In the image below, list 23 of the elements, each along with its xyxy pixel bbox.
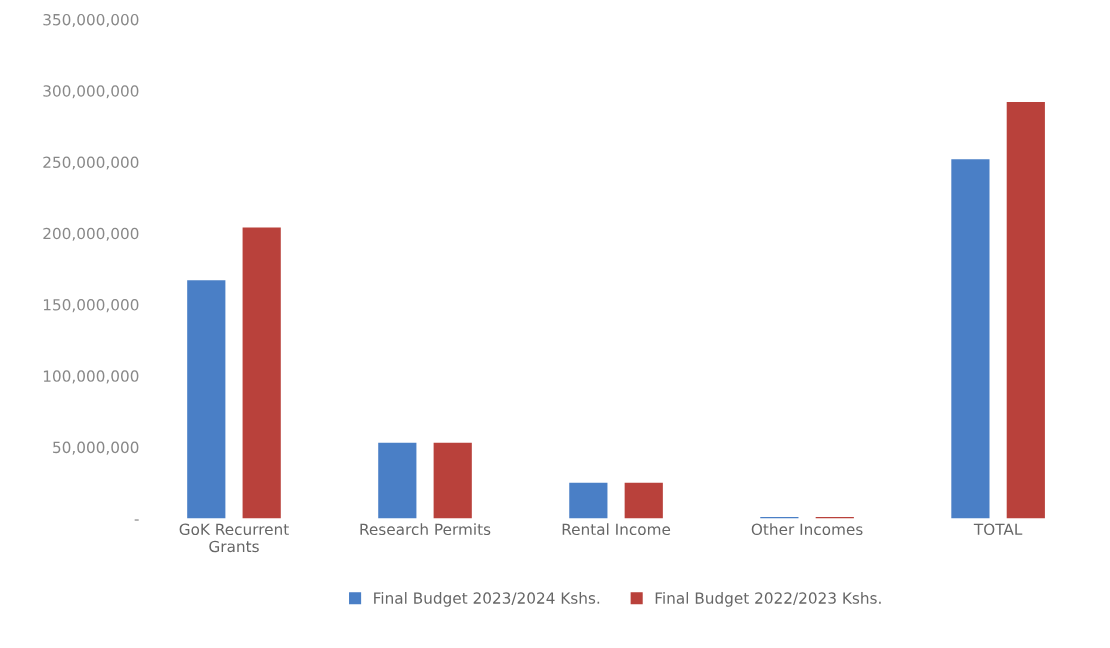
bar xyxy=(378,442,417,519)
x-tick-label: Rental Income xyxy=(562,523,671,536)
bar xyxy=(951,159,990,519)
bar xyxy=(624,482,663,519)
bar xyxy=(569,482,608,519)
x-tick-label: Research Permits xyxy=(360,523,491,536)
y-tick-label: 200,000,000 xyxy=(43,227,139,241)
bar xyxy=(433,442,472,519)
y-tick-label: 350,000,000 xyxy=(43,13,139,28)
y-tick-label: 100,000,000 xyxy=(43,370,139,384)
legend-label: Final Budget 2023/2024 Kshs. xyxy=(374,592,600,607)
x-tick-label: TOTAL xyxy=(973,523,1023,536)
bar xyxy=(242,227,281,519)
legend-label: Final Budget 2022/2023 Kshs. xyxy=(655,592,881,607)
y-tick-label: 300,000,000 xyxy=(43,85,139,99)
y-tick-label: - xyxy=(134,519,139,521)
bar xyxy=(187,280,226,519)
y-tick-label: 50,000,000 xyxy=(53,441,139,455)
bar xyxy=(1006,102,1045,519)
y-tick-label: 250,000,000 xyxy=(43,156,139,170)
x-tick-label: GoK Recurrent Grants xyxy=(179,523,289,553)
x-tick-label: Other Incomes xyxy=(751,523,863,536)
y-tick-label: 150,000,000 xyxy=(43,299,139,313)
